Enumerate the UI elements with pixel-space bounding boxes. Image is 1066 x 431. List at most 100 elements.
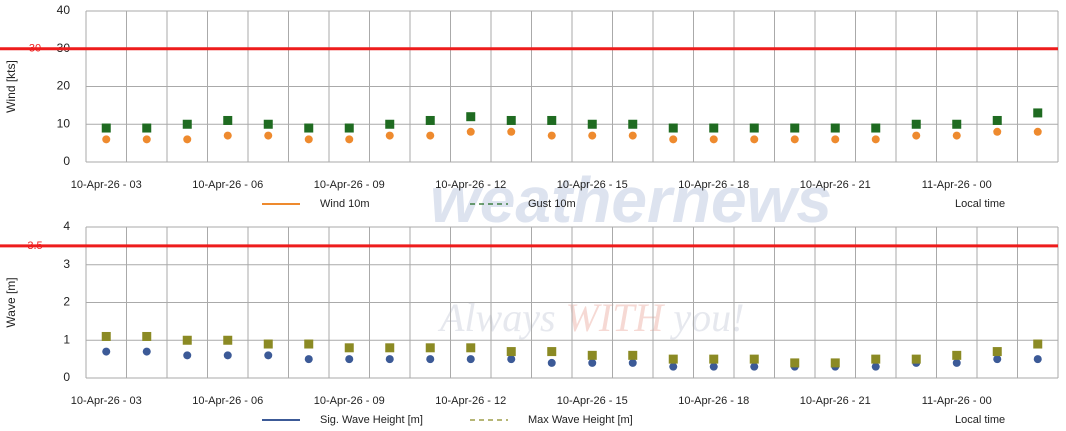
point [1033,127,1042,136]
y-tick-label: 1 [63,332,70,346]
point [790,358,800,368]
point [101,331,111,341]
point [466,112,476,122]
point [911,119,921,129]
point [547,115,557,125]
x-tick-label: 10-Apr-26 - 09 [314,395,385,407]
point [183,135,192,144]
point [142,123,152,133]
point [264,131,273,140]
x-tick-label: 10-Apr-26 - 03 [71,395,142,407]
point [264,351,273,360]
point [182,119,192,129]
point [385,131,394,140]
point [263,339,273,349]
point [709,354,719,364]
point [304,135,313,144]
point [830,358,840,368]
threshold-label: 3.5 [27,240,42,252]
point [709,123,719,133]
y-tick-label: 3 [63,257,70,271]
point [466,355,475,364]
x-tick-label: 11-Apr-26 - 00 [922,395,992,407]
point [263,119,273,129]
point [547,347,557,357]
time-note: Local time [955,414,1005,426]
point [304,123,314,133]
point [587,350,597,360]
point [425,115,435,125]
point [466,127,475,136]
point [385,119,395,129]
point [668,354,678,364]
point [952,131,961,140]
point [223,131,232,140]
legend-label: Gust 10m [528,198,576,210]
point [1033,108,1043,118]
slogan-part: you! [663,295,744,340]
y-tick-label: 0 [63,370,70,384]
watermark-slogan: Always WITH you! [437,295,744,340]
point [750,135,759,144]
point [142,331,152,341]
point [102,135,111,144]
point [345,355,354,364]
point [750,362,759,371]
point [344,343,354,353]
point [912,131,921,140]
point [911,354,921,364]
y-tick-label: 4 [63,219,70,233]
y-axis-label: Wave [m] [4,277,18,327]
point [102,347,111,356]
point [425,343,435,353]
point [790,123,800,133]
point [385,355,394,364]
y-tick-label: 2 [63,295,70,309]
point [628,119,638,129]
time-note: Local time [955,198,1005,210]
legend-label: Sig. Wave Height [m] [320,414,423,426]
x-tick-label: 10-Apr-26 - 21 [800,179,871,191]
point [345,135,354,144]
legend-label: Max Wave Height [m] [528,414,633,426]
point [992,115,1002,125]
point [304,339,314,349]
point [547,358,556,367]
point [506,115,516,125]
point [871,135,880,144]
point [344,123,354,133]
point [507,127,516,136]
point [628,131,637,140]
point [831,135,840,144]
slogan-part: Always [437,295,566,340]
point [182,335,192,345]
point [223,115,233,125]
point [304,355,313,364]
point [588,358,597,367]
x-tick-label: 10-Apr-26 - 21 [800,395,871,407]
point [871,362,880,371]
point [993,127,1002,136]
x-tick-label: 10-Apr-26 - 06 [192,179,263,191]
y-tick-label: 10 [57,116,71,130]
point [871,123,881,133]
point [101,123,111,133]
point [506,347,516,357]
point [709,135,718,144]
point [426,355,435,364]
y-tick-label: 0 [63,154,70,168]
y-axis-label: Wind [kts] [4,60,18,113]
slogan-part: WITH [566,295,666,340]
point [183,351,192,360]
x-tick-label: 10-Apr-26 - 15 [557,395,628,407]
x-tick-label: 10-Apr-26 - 15 [557,179,628,191]
x-tick-label: 10-Apr-26 - 03 [71,179,142,191]
point [223,351,232,360]
point [993,355,1002,364]
point [952,350,962,360]
y-tick-label: 40 [57,3,71,17]
point [547,131,556,140]
x-tick-label: 10-Apr-26 - 12 [435,395,506,407]
point [628,350,638,360]
